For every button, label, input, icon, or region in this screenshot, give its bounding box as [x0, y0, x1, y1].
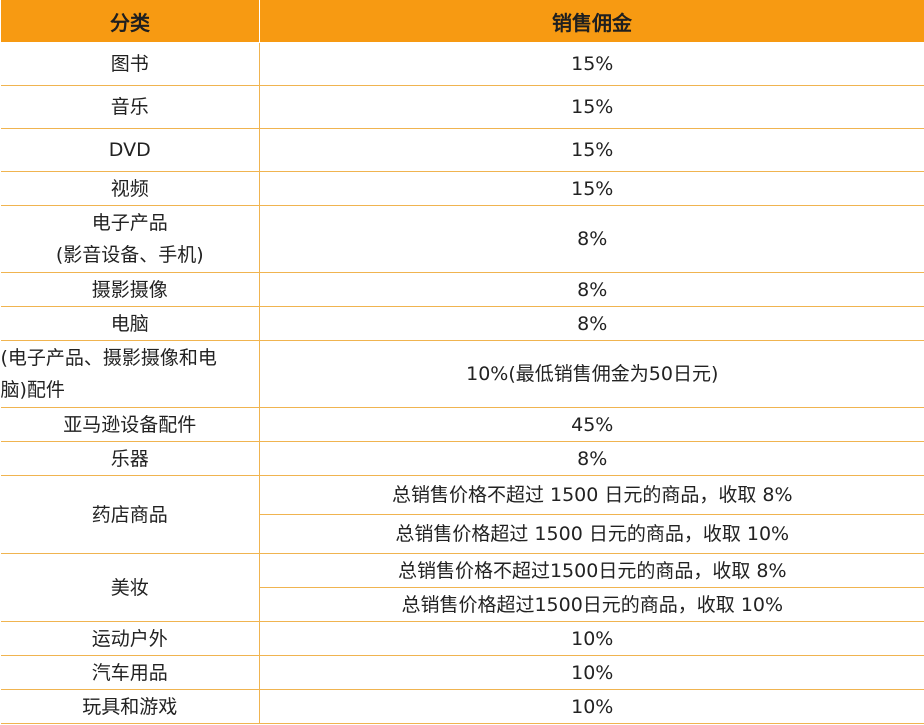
- category-cell: 图书: [0, 42, 260, 86]
- commission-cell: 总销售价格超过1500日元的商品，收取 10%: [259, 587, 924, 622]
- table-row: 玩具和游戏 10%: [0, 689, 924, 724]
- category-cell: 乐器: [0, 441, 260, 476]
- table-row: 总销售价格超过 1500 日元的商品，收取 10%: [1, 514, 924, 554]
- table-row: 图书 15%: [0, 42, 924, 86]
- table-row: 运动户外 10%: [0, 621, 924, 656]
- commission-cell: 15%: [259, 85, 924, 129]
- commission-cell: 15%: [259, 171, 924, 206]
- commission-cell: 总销售价格不超过 1500 日元的商品，收取 8%: [259, 475, 924, 515]
- category-line: (影音设备、手机): [55, 244, 204, 266]
- table-row: 电脑 8%: [0, 306, 924, 341]
- category-line: 电子产品: [91, 212, 168, 234]
- category-cell: 美妆: [0, 553, 260, 622]
- category-cell: (电子产品、摄影摄像和电 脑)配件: [0, 340, 260, 408]
- category-cell: 药店商品: [0, 475, 260, 554]
- table-row: 亚马逊设备配件 45%: [0, 407, 924, 442]
- commission-cell: 8%: [259, 441, 924, 476]
- commission-cell: 总销售价格不超过1500日元的商品，收取 8%: [259, 553, 924, 588]
- commission-cell: 8%: [259, 306, 924, 341]
- table-row: 药店商品 总销售价格不超过 1500 日元的商品，收取 8%: [0, 475, 924, 554]
- table-row: 视频 15%: [0, 171, 924, 206]
- commission-cell: 8%: [259, 205, 924, 273]
- commission-cell: 8%: [259, 272, 924, 307]
- commission-cell: 总销售价格超过 1500 日元的商品，收取 10%: [259, 514, 924, 554]
- category-line: (电子产品、摄影摄像和电: [0, 347, 217, 369]
- table-header-row: 分类 销售佣金: [0, 0, 924, 43]
- table-row: 摄影摄像 8%: [0, 272, 924, 307]
- category-cell: 汽车用品: [0, 655, 260, 690]
- table-row: 汽车用品 10%: [0, 655, 924, 690]
- category-cell: 运动户外: [0, 621, 260, 656]
- category-cell: 电子产品 (影音设备、手机): [0, 205, 260, 273]
- category-cell: DVD: [0, 128, 260, 172]
- category-cell: 摄影摄像: [0, 272, 260, 307]
- table-row: 乐器 8%: [0, 441, 924, 476]
- table-row: 美妆 总销售价格不超过1500日元的商品，收取 8%: [0, 553, 924, 622]
- commission-cell: 45%: [259, 407, 924, 442]
- category-cell: 亚马逊设备配件: [0, 407, 260, 442]
- commission-cell: 10%(最低销售佣金为50日元): [259, 340, 924, 408]
- table-row: (电子产品、摄影摄像和电 脑)配件 10%(最低销售佣金为50日元): [0, 340, 924, 408]
- category-cell: 音乐: [0, 85, 260, 129]
- category-line: 脑)配件: [0, 379, 65, 401]
- commission-cell: 15%: [259, 42, 924, 86]
- table-row: 电子产品 (影音设备、手机) 8%: [0, 205, 924, 273]
- commission-cell: 10%: [259, 621, 924, 656]
- table-row: DVD 15%: [0, 128, 924, 172]
- commission-cell: 15%: [259, 128, 924, 172]
- header-category: 分类: [0, 0, 260, 43]
- category-cell: 电脑: [0, 306, 260, 341]
- category-cell: 视频: [0, 171, 260, 206]
- commission-cell: 10%: [259, 655, 924, 690]
- table-row: 音乐 15%: [0, 85, 924, 129]
- commission-cell: 10%: [259, 689, 924, 724]
- header-commission: 销售佣金: [259, 0, 924, 43]
- category-cell: 玩具和游戏: [0, 689, 260, 724]
